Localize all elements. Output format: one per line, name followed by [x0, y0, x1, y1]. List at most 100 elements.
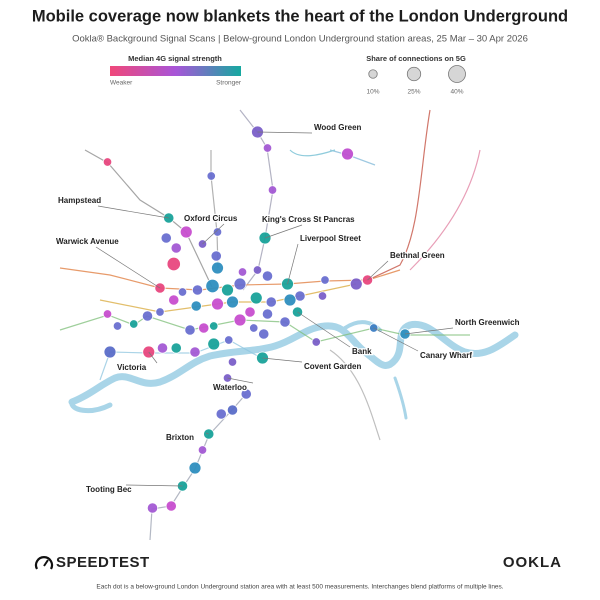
leader-line — [95, 246, 161, 289]
station-dot — [112, 321, 123, 331]
station-dot — [349, 277, 363, 291]
station-dot — [320, 275, 330, 285]
station-label: Victoria — [117, 363, 147, 372]
leader-line — [404, 327, 454, 335]
legend-size-label: 10% — [366, 89, 379, 96]
station-dot — [189, 346, 201, 358]
leader-line — [257, 131, 313, 134]
station-dot — [261, 270, 274, 282]
station-dot — [207, 337, 221, 351]
station-dot — [165, 500, 177, 512]
station-dot — [227, 357, 238, 367]
station-dot — [221, 283, 234, 297]
leader-line — [297, 311, 351, 348]
station-dot — [102, 309, 113, 319]
station-dot — [341, 147, 354, 161]
legend-size-circle — [448, 65, 466, 83]
leader-line — [287, 243, 299, 285]
station-dot — [129, 319, 139, 329]
station-dot — [252, 265, 263, 275]
station-dot — [197, 445, 208, 455]
legend-color: Median 4G signal strength Weaker Stronge… — [110, 54, 242, 87]
legend-size-circle — [406, 66, 422, 82]
station-dot — [283, 293, 297, 307]
station-label: Canary Wharf — [420, 351, 472, 360]
station-dot — [262, 143, 273, 153]
station-dot — [191, 284, 204, 296]
legend-gradient — [110, 66, 241, 76]
leader-line — [97, 205, 169, 219]
station-dot — [267, 185, 278, 195]
station-dot — [102, 157, 113, 167]
station-dot — [211, 297, 224, 311]
station-dot — [206, 171, 216, 181]
station-dot — [258, 328, 270, 340]
subtitle: Ookla® Background Signal Scans | Below-g… — [72, 34, 528, 45]
station-label: Bethnal Green — [390, 251, 445, 260]
leader-line — [148, 351, 158, 364]
leader-line — [202, 223, 225, 245]
legend-low: Weaker — [110, 80, 133, 87]
legend-high: Stronger — [216, 80, 242, 87]
station-dot — [166, 256, 181, 272]
station-dot — [226, 295, 239, 309]
station-dot — [156, 342, 169, 354]
station-label: North Greenwich — [455, 318, 520, 327]
station-dot — [184, 324, 196, 336]
ookla-logo: OOKLA — [503, 554, 562, 571]
station-dot — [179, 225, 193, 239]
station-label: Tooting Bec — [86, 485, 132, 494]
legend-color-title: Median 4G signal strength — [128, 54, 222, 63]
station-dot — [188, 461, 202, 475]
station-dot — [249, 291, 263, 305]
station-label: King's Cross St Pancras — [262, 215, 355, 224]
station-dot — [265, 296, 277, 308]
station-dot — [224, 335, 234, 345]
station-dot — [190, 300, 202, 312]
leader-line — [373, 327, 419, 352]
footnote: Each dot is a below-ground London Underg… — [96, 584, 503, 591]
station-dot — [279, 316, 291, 328]
station-dot — [215, 408, 227, 420]
station-label: Liverpool Street — [300, 234, 361, 243]
station-dot — [212, 227, 223, 237]
station-dot — [177, 287, 188, 297]
station-dot — [317, 291, 328, 301]
station-dot — [170, 342, 182, 354]
speedtest-text: SPEEDTEST — [56, 554, 150, 571]
station-dot — [244, 306, 256, 318]
station-label: Wood Green — [314, 123, 362, 132]
station-dot — [237, 267, 248, 277]
station-dot — [170, 242, 182, 254]
station-dot — [226, 404, 239, 416]
station-dot — [233, 313, 247, 327]
station-label: Covent Garden — [304, 362, 361, 371]
station-label: Bank — [352, 347, 372, 356]
leader-line — [264, 224, 303, 239]
station-dot — [311, 337, 321, 347]
station-dot — [240, 388, 252, 400]
station-labels: Wood Green Hampstead Oxford Circus King's C… — [55, 122, 521, 496]
station-dot — [261, 308, 274, 320]
station-dot — [210, 250, 222, 262]
station-dot — [198, 322, 210, 334]
leader-line — [262, 357, 303, 363]
title: Mobile coverage now blankets the heart o… — [32, 7, 568, 25]
station-dot — [141, 310, 154, 322]
legend-size-label: 25% — [407, 89, 420, 96]
station-dot — [160, 232, 172, 244]
legend-size-circle — [368, 69, 378, 79]
dots — [102, 125, 411, 514]
station-label: Oxford Circus — [184, 214, 238, 223]
legend-size-title: Share of connections on 5G — [366, 54, 466, 63]
leader-line — [367, 260, 389, 281]
speedtest-logo: SPEEDTEST — [34, 554, 150, 571]
station-dot — [146, 502, 159, 514]
station-label: Warwick Avenue — [56, 237, 119, 246]
station-dot — [233, 277, 247, 291]
leader-line — [205, 432, 209, 435]
station-dot — [103, 345, 117, 359]
station-label: Waterloo — [213, 383, 247, 392]
